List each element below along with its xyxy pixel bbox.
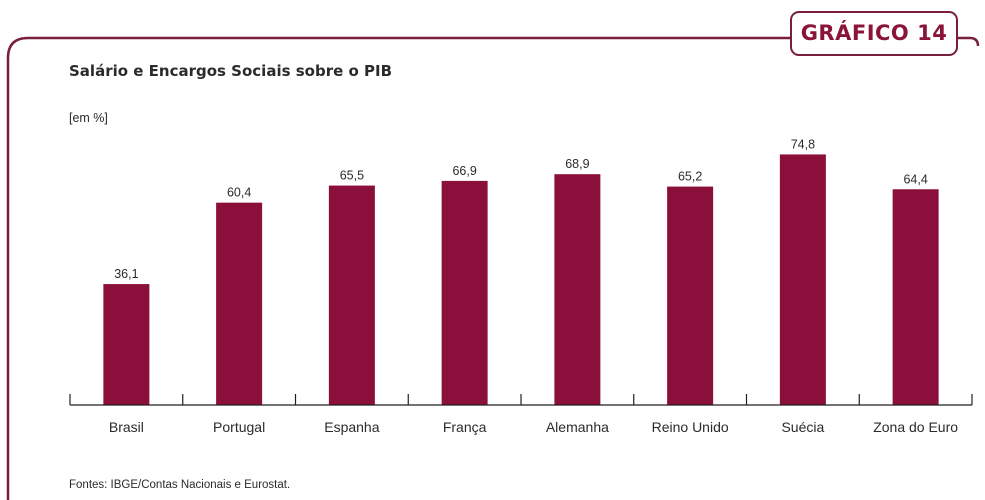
x-axis bbox=[69, 394, 973, 406]
category-label: Portugal bbox=[213, 419, 265, 435]
bar bbox=[103, 284, 150, 405]
frame-border bbox=[6, 36, 980, 500]
bar-value-label: 68,9 bbox=[565, 157, 589, 171]
category-label: Suécia bbox=[781, 419, 824, 435]
bar bbox=[554, 174, 601, 405]
chart-number-badge: GRÁFICO 14 bbox=[790, 11, 958, 56]
bar bbox=[779, 154, 826, 405]
source-note: Fontes: IBGE/Contas Nacionais e Eurostat… bbox=[69, 479, 291, 491]
bar bbox=[216, 202, 263, 405]
chart-title: Salário e Encargos Sociais sobre o PIB bbox=[69, 62, 393, 80]
bar-value-label: 65,2 bbox=[678, 170, 702, 184]
bar-value-label: 65,5 bbox=[340, 169, 364, 183]
category-label: Zona do Euro bbox=[873, 419, 958, 435]
bar bbox=[667, 186, 714, 405]
bar bbox=[892, 189, 939, 405]
bar-value-label: 64,4 bbox=[903, 172, 927, 186]
category-label: Espanha bbox=[324, 419, 379, 435]
bar-value-label: 66,9 bbox=[452, 164, 476, 178]
category-label: Reino Unido bbox=[652, 419, 729, 435]
bars-group bbox=[103, 154, 939, 405]
bar-value-label: 60,4 bbox=[227, 186, 251, 200]
category-label: França bbox=[443, 419, 487, 435]
category-labels-group: Brasil Portugal Espanha França Alemanha Reino… bbox=[109, 419, 958, 435]
bar bbox=[441, 180, 488, 405]
bar-value-label: 74,8 bbox=[791, 137, 815, 151]
unit-label: [em %] bbox=[69, 111, 108, 125]
bar-value-label: 36,1 bbox=[114, 267, 138, 281]
category-label: Alemanha bbox=[546, 419, 609, 435]
category-label: Brasil bbox=[109, 419, 144, 435]
value-labels-group: 36,1 60,4 65,5 66,9 68,9 65,2 74,8 64,4 bbox=[114, 137, 928, 281]
bar bbox=[328, 185, 375, 405]
